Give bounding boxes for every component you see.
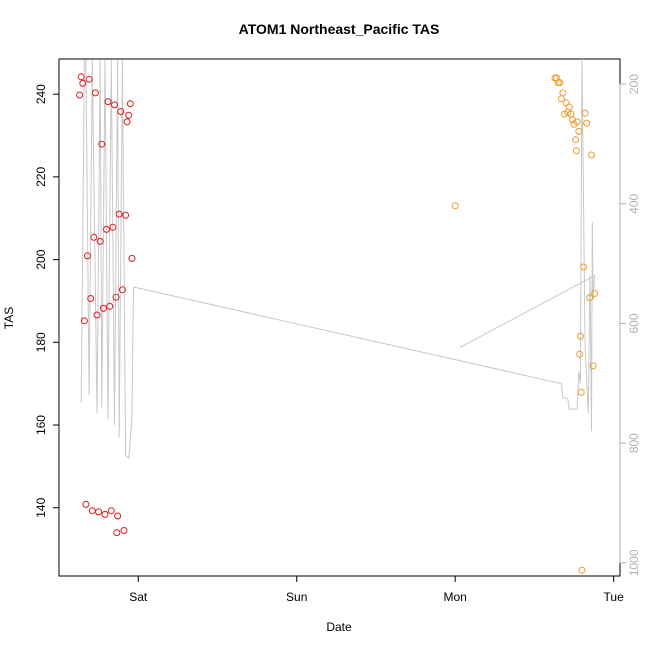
chart-title: ATOM1 Northeast_Pacific TAS [239,21,440,37]
data-point [576,350,584,358]
data-point [82,500,90,508]
data-point [126,100,134,108]
data-point [577,388,585,396]
data-point [103,225,110,233]
data-point [104,98,112,106]
data-point [559,89,567,97]
data-point [575,127,583,135]
data-point [96,237,104,245]
data-point [113,529,121,537]
data-point [80,317,88,325]
plot-frame [58,58,621,577]
data-point [451,202,459,210]
data-point [87,295,95,302]
data-point [117,108,125,115]
data-point [553,74,561,82]
data-point [581,109,589,117]
data-point [589,362,597,370]
data-point [556,79,564,87]
data-point [580,263,588,271]
y-tick-label: 200 [34,249,48,269]
data-point [125,111,133,119]
x-tick-label: Sat [129,590,148,604]
data-point [99,304,107,312]
data-point [84,252,91,260]
y-tick-label: 160 [34,415,48,435]
data-point [573,118,581,126]
data-point [120,527,128,534]
y-tick-label: 220 [34,167,48,187]
data-point [112,293,120,301]
data-point [572,136,580,144]
data-point [583,119,591,127]
y-axis-left: 140 160 180 200 220 240 [34,84,60,518]
data-point [576,332,584,340]
x-axis: Sat Sun Mon Tue [129,575,625,604]
data-point [107,507,115,515]
x-axis-label: Date [326,620,352,634]
data-point [91,89,99,97]
x-tick-label: Sun [286,590,307,604]
y2-tick-label: 1000 [627,549,641,576]
data-point [122,211,130,219]
y2-tick-label: 800 [627,433,641,453]
data-point [79,79,87,87]
data-point [123,118,131,126]
data-point [572,147,580,155]
y2-tick-label: 400 [627,193,641,213]
y2-tick-label: 200 [627,74,641,94]
x-tick-label: Tue [604,590,625,604]
data-point [109,223,117,231]
data-point [111,101,118,109]
y-tick-label: 240 [34,84,48,104]
data-point [591,290,599,297]
data-point [85,75,93,83]
data-point [88,507,96,515]
data-point [114,512,122,520]
data-point [562,99,570,107]
x-tick-label: Mon [444,590,467,604]
data-point [98,140,106,148]
y-tick-label: 180 [34,332,48,352]
data-point [101,510,109,518]
data-point [77,73,85,81]
y2-tick-label: 600 [627,313,641,333]
y-tick-label: 140 [34,497,48,517]
data-point [115,210,123,218]
series-line [79,58,596,460]
data-point [588,151,595,159]
y-axis-right: 200 400 600 800 1000 [619,74,641,576]
data-point [118,286,126,294]
data-point [90,233,98,241]
data-point [578,566,586,574]
data-point [128,254,136,262]
data-point [76,91,84,99]
data-point [565,103,573,111]
data-point [95,508,103,516]
y-axis-label: TAS [2,307,16,329]
data-point [106,302,114,310]
data-point [586,294,594,302]
data-point [93,311,101,319]
series-layer [76,58,599,574]
